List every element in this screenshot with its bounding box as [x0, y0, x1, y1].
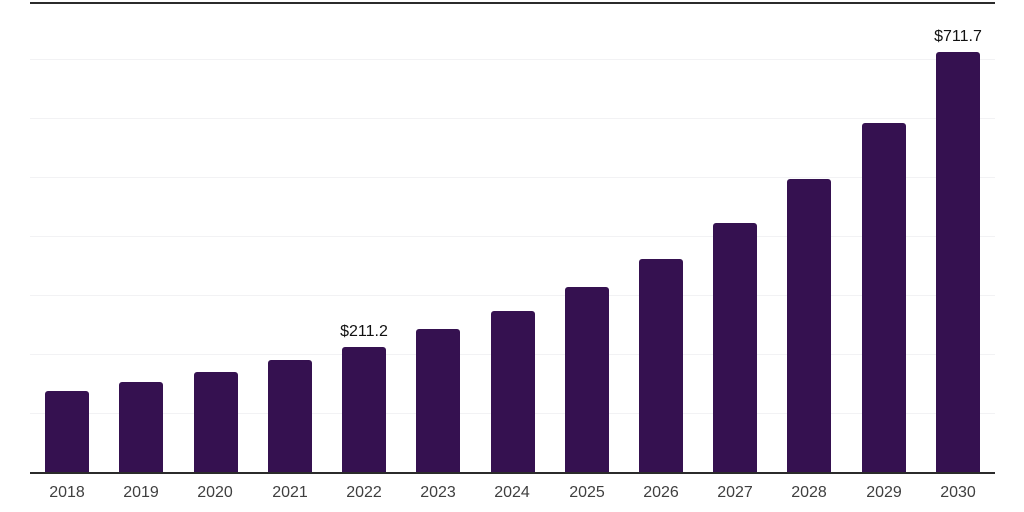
plot-top-border: [30, 2, 995, 4]
bar-2024: [491, 311, 535, 472]
bar-value-label-2022: $211.2: [340, 323, 388, 340]
x-tick-label-2019: 2019: [123, 484, 159, 501]
gridline: [30, 59, 995, 60]
bar-2019: [119, 382, 163, 472]
bar-2021: [268, 360, 312, 472]
gridline: [30, 118, 995, 119]
bar-2026: [639, 259, 683, 472]
bar-2028: [787, 179, 831, 472]
bar-2025: [565, 287, 609, 472]
bar-2022: [342, 347, 386, 472]
x-tick-label-2023: 2023: [420, 484, 456, 501]
x-tick-label-2022: 2022: [346, 484, 382, 501]
bar-2020: [194, 372, 238, 472]
x-tick-label-2025: 2025: [569, 484, 605, 501]
bar-value-label-2030: $711.7: [934, 28, 982, 45]
bar-2030: [936, 52, 980, 472]
bar-2018: [45, 391, 89, 472]
x-tick-label-2018: 2018: [49, 484, 85, 501]
gridline: [30, 236, 995, 237]
x-axis-line: [30, 472, 995, 474]
x-tick-label-2020: 2020: [197, 484, 233, 501]
gridline: [30, 177, 995, 178]
x-tick-label-2030: 2030: [940, 484, 976, 501]
bar-2023: [416, 329, 460, 472]
x-tick-label-2026: 2026: [643, 484, 679, 501]
x-tick-label-2024: 2024: [494, 484, 530, 501]
bar-2027: [713, 223, 757, 472]
x-tick-label-2027: 2027: [717, 484, 753, 501]
bar-2029: [862, 123, 906, 472]
x-tick-label-2028: 2028: [791, 484, 827, 501]
gridline: [30, 295, 995, 296]
x-tick-label-2029: 2029: [866, 484, 902, 501]
x-tick-label-2021: 2021: [272, 484, 308, 501]
